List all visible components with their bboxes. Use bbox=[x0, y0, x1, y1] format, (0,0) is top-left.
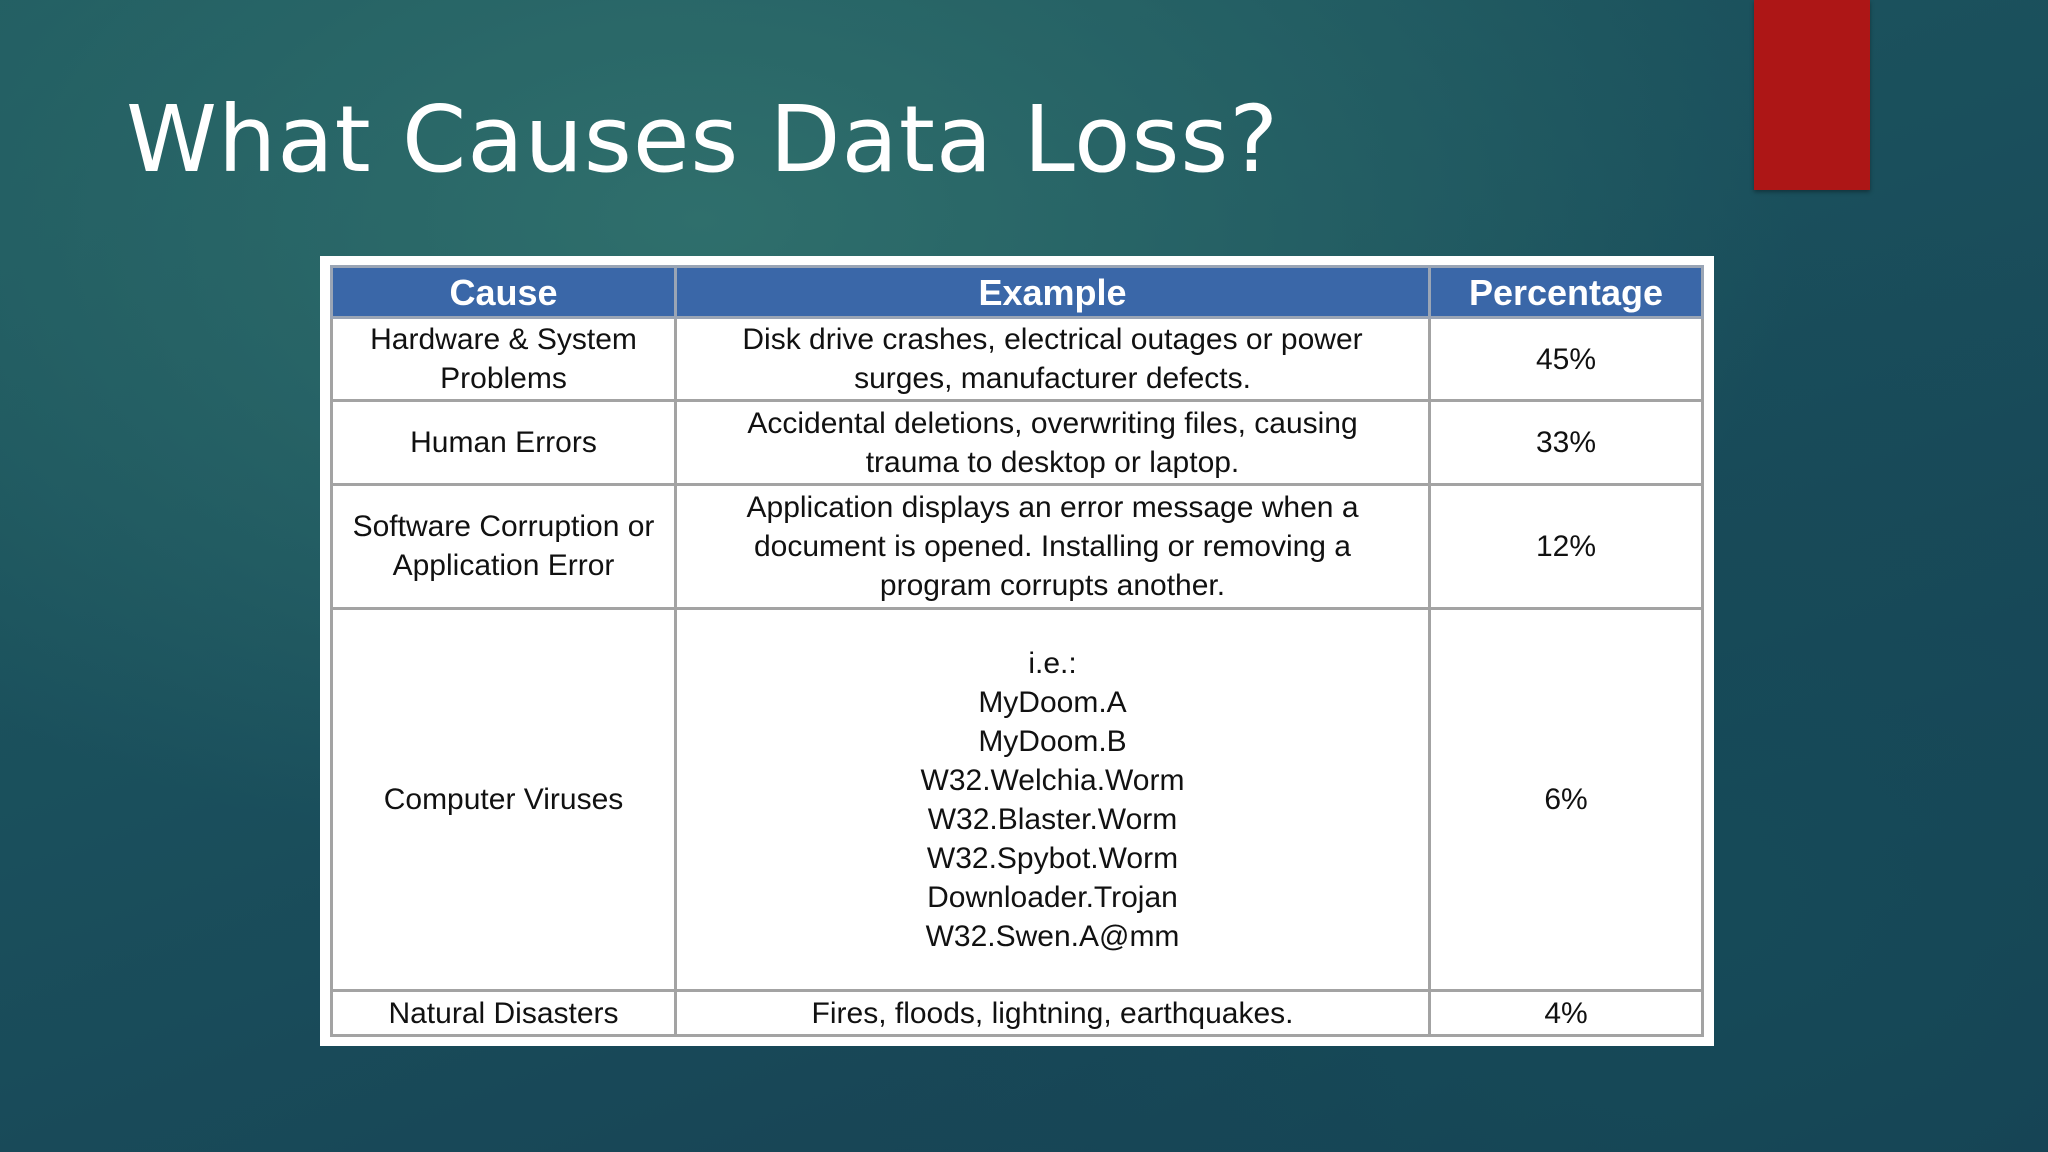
data-loss-table-image: Cause Example Percentage Hardware & Syst… bbox=[320, 256, 1714, 1046]
example-line: program corrupts another. bbox=[879, 568, 1226, 602]
header-example: Example bbox=[674, 265, 1431, 319]
example-line: MyDoom.B bbox=[978, 724, 1127, 758]
example-cell: Accidental deletions, overwriting files,… bbox=[674, 399, 1431, 486]
example-line: W32.Swen.A@mm bbox=[925, 919, 1180, 953]
example-line: trauma to desktop or laptop. bbox=[865, 445, 1240, 479]
table-row: Natural Disasters Fires, floods, lightni… bbox=[330, 989, 1704, 1037]
cause-cell: Hardware & System Problems bbox=[330, 315, 677, 403]
example-cell: Fires, floods, lightning, earthquakes. bbox=[674, 989, 1431, 1037]
example-line: i.e.: bbox=[1028, 646, 1077, 680]
table-row: Hardware & System Problems Disk drive cr… bbox=[330, 315, 1704, 403]
header-percentage: Percentage bbox=[1428, 265, 1704, 319]
example-line: surges, manufacturer defects. bbox=[854, 362, 1251, 396]
example-line: W32.Welchia.Worm bbox=[920, 763, 1185, 797]
table-row: Software Corruption or Application Error… bbox=[330, 482, 1704, 610]
slide-title: What Causes Data Loss? bbox=[126, 86, 1280, 193]
table-row: Computer Viruses i.e.: MyDoom.A MyDoom.B… bbox=[330, 606, 1704, 993]
cause-cell: Human Errors bbox=[330, 399, 677, 486]
percentage-cell: 12% bbox=[1428, 482, 1704, 610]
table-row: Human Errors Accidental deletions, overw… bbox=[330, 399, 1704, 486]
example-cell: i.e.: MyDoom.A MyDoom.B W32.Welchia.Worm… bbox=[674, 606, 1431, 993]
example-line: W32.Spybot.Worm bbox=[926, 841, 1179, 875]
percentage-cell: 6% bbox=[1428, 606, 1704, 993]
table-header-row: Cause Example Percentage bbox=[330, 265, 1704, 319]
example-line: Application displays an error message wh… bbox=[746, 490, 1359, 524]
percentage-cell: 4% bbox=[1428, 989, 1704, 1037]
cause-cell: Software Corruption or Application Error bbox=[330, 482, 677, 610]
example-line: Fires, floods, lightning, earthquakes. bbox=[811, 996, 1294, 1030]
example-line: document is opened. Installing or removi… bbox=[753, 529, 1351, 563]
percentage-cell: 45% bbox=[1428, 315, 1704, 403]
example-line: MyDoom.A bbox=[978, 685, 1127, 719]
cause-cell: Computer Viruses bbox=[330, 606, 677, 993]
example-line: Accidental deletions, overwriting files,… bbox=[747, 406, 1358, 440]
header-cause: Cause bbox=[330, 265, 677, 319]
example-line: W32.Blaster.Worm bbox=[927, 802, 1178, 836]
red-accent-tab bbox=[1754, 0, 1870, 190]
percentage-cell: 33% bbox=[1428, 399, 1704, 486]
cause-cell: Natural Disasters bbox=[330, 989, 677, 1037]
example-cell: Application displays an error message wh… bbox=[674, 482, 1431, 610]
example-cell: Disk drive crashes, electrical outages o… bbox=[674, 315, 1431, 403]
data-loss-table: Cause Example Percentage Hardware & Syst… bbox=[330, 265, 1704, 1037]
example-line: Downloader.Trojan bbox=[927, 880, 1178, 914]
example-line: Disk drive crashes, electrical outages o… bbox=[742, 323, 1363, 357]
